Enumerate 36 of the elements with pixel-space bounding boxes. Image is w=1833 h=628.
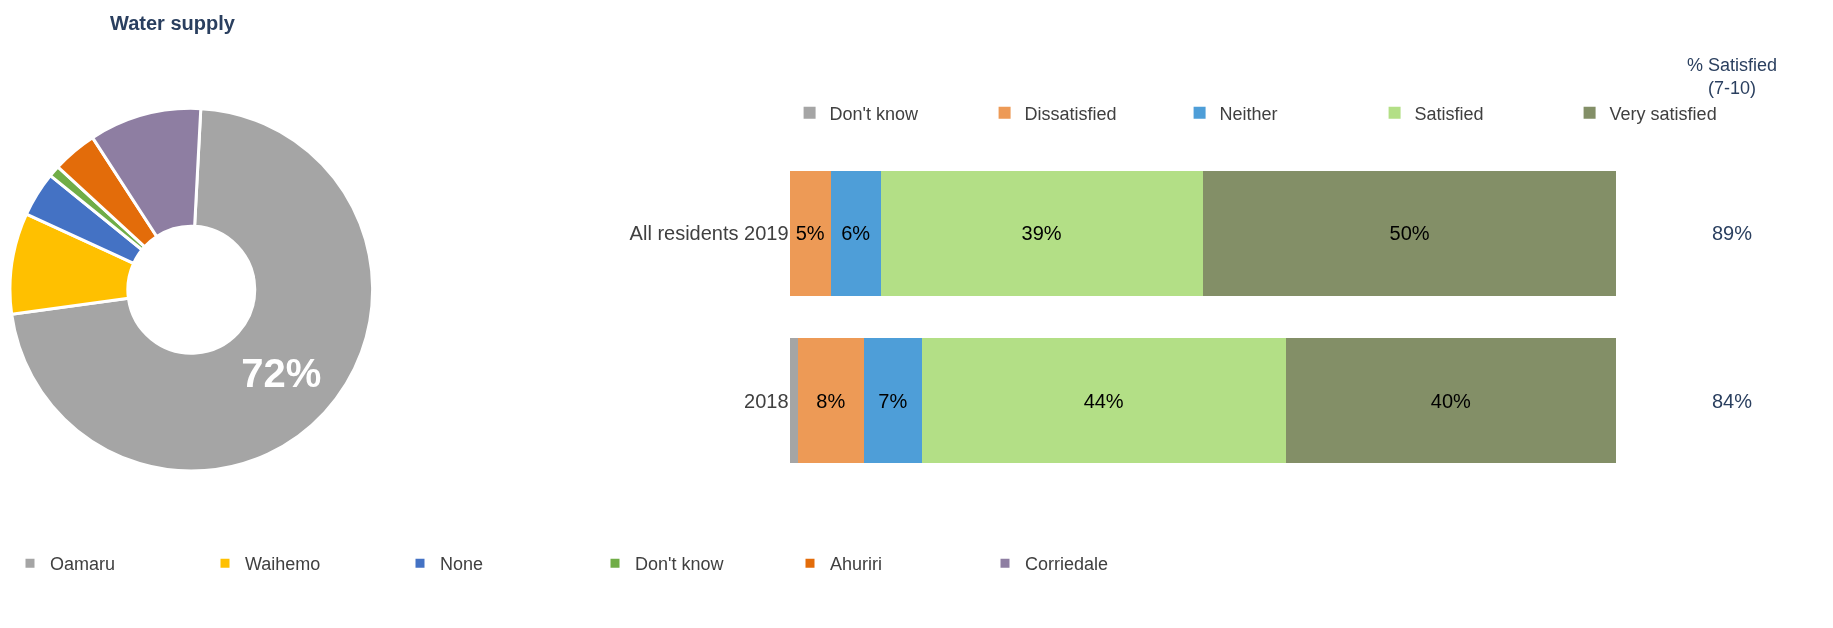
bar bbox=[1202, 170, 1617, 297]
legend-label: None bbox=[440, 554, 484, 575]
data-label: 7% bbox=[878, 389, 908, 412]
legend-label: Corriedale bbox=[1025, 554, 1109, 575]
text: 89% bbox=[1712, 222, 1753, 244]
data-label: 50% bbox=[1389, 222, 1430, 245]
legend-label: Ahuriri bbox=[830, 554, 883, 575]
legend-label: Satisfied bbox=[1414, 103, 1484, 124]
data-label: 39% bbox=[1021, 222, 1062, 245]
legend-label: Oamaru bbox=[50, 554, 116, 575]
data-label: 5% bbox=[795, 222, 825, 245]
legend-label: Very satisfied bbox=[1609, 103, 1717, 124]
data-label: 6% bbox=[841, 222, 871, 245]
bar bbox=[789, 337, 798, 464]
bar bbox=[830, 170, 881, 297]
data-label: 72% bbox=[241, 350, 322, 395]
text: 84% bbox=[1712, 390, 1753, 412]
data-label: 40% bbox=[1430, 389, 1472, 412]
text: % Satisfied (7-10) bbox=[1687, 55, 1778, 99]
bar bbox=[921, 337, 1286, 464]
y-tick-label: All residents 2019 bbox=[629, 222, 789, 245]
legend-label: Neither bbox=[1219, 103, 1278, 124]
bar bbox=[864, 337, 922, 464]
legend-label: Dissatisfied bbox=[1024, 103, 1117, 124]
legend-label: Don't know bbox=[829, 103, 920, 124]
legend-label: Don't know bbox=[635, 554, 725, 575]
legend-label: Waihemo bbox=[245, 554, 321, 575]
chart-title: Water supply bbox=[110, 12, 236, 34]
bar bbox=[1285, 337, 1617, 464]
bar bbox=[880, 170, 1203, 297]
data-label: 8% bbox=[816, 389, 846, 412]
bar bbox=[797, 337, 864, 464]
bar bbox=[789, 170, 831, 297]
y-tick-label: 2018 bbox=[744, 389, 789, 412]
data-label: 44% bbox=[1083, 389, 1124, 412]
donut-slice bbox=[10, 107, 374, 473]
